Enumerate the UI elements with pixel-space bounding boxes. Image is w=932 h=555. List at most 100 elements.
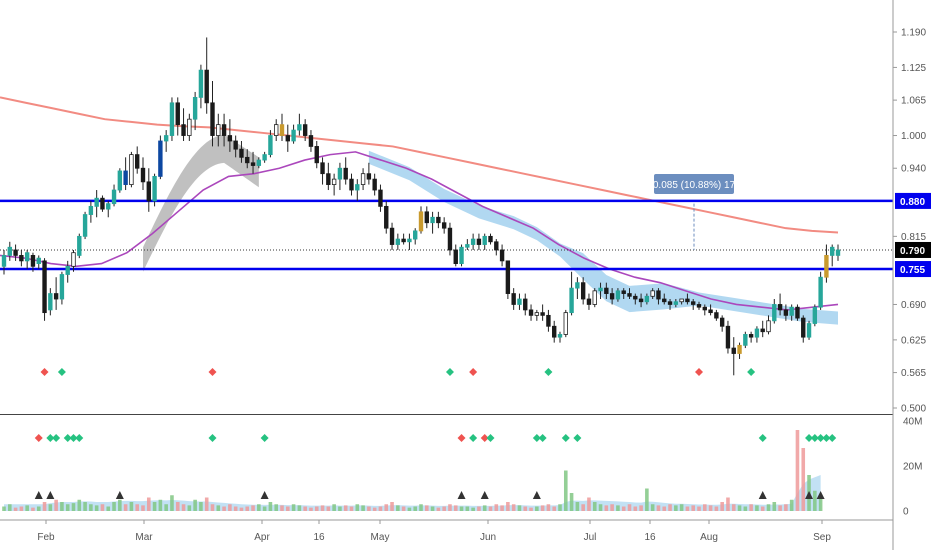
volume-bar: [529, 507, 533, 511]
volume-bar: [349, 506, 354, 511]
candle-body: [835, 249, 841, 256]
volume-signal-green: [69, 434, 78, 442]
candle-body: [320, 162, 325, 175]
candle-body: [111, 189, 117, 205]
volume-bar: [650, 504, 655, 511]
volume-bar: [36, 506, 41, 511]
volume-bar: [616, 505, 620, 511]
volume-bar: [361, 505, 365, 511]
level-price-label: 0.755: [900, 265, 925, 276]
volume-bar: [488, 506, 493, 511]
volume-signal-red: [457, 434, 466, 442]
candle-body: [297, 124, 302, 131]
volume-bar: [645, 488, 649, 511]
volume-bar: [13, 507, 18, 511]
candle-body: [279, 124, 285, 136]
volume-bar: [789, 499, 794, 511]
volume-bar: [245, 506, 250, 511]
candle-body: [384, 205, 389, 229]
volume-triangle-marker: [758, 491, 767, 499]
candle-body: [349, 178, 354, 191]
volume-signal-green: [486, 434, 495, 442]
candle-body: [337, 167, 343, 180]
candle-body: [59, 274, 65, 300]
level-price-label: 0.880: [900, 197, 925, 208]
volume-signal-green: [538, 434, 547, 442]
candle-body: [181, 124, 186, 136]
measure-label: 0.085 (10.88%) 17: [653, 180, 736, 191]
candle-body: [656, 290, 661, 300]
candle-body: [204, 69, 209, 104]
time-tick-label: Sep: [813, 532, 831, 543]
volume-bar: [164, 504, 168, 511]
price-tick-label: 0.565: [901, 368, 926, 379]
candle-body: [748, 334, 754, 338]
candle-body: [314, 146, 319, 164]
candle-body: [100, 197, 105, 210]
volume-bar: [592, 502, 597, 511]
candle-body: [221, 124, 227, 136]
volume-bar: [343, 505, 348, 511]
volume-triangle-marker: [816, 491, 825, 499]
volume-bar: [471, 507, 475, 511]
volume-bar: [801, 448, 806, 511]
candle-body: [777, 304, 783, 311]
candle-body: [285, 135, 290, 142]
candle-body: [94, 197, 99, 207]
candle-body: [604, 287, 609, 294]
volume-bar: [523, 506, 528, 511]
volume-signal-green: [573, 434, 582, 442]
candle-body: [638, 298, 644, 303]
volume-bar: [506, 502, 510, 511]
candle-body: [667, 301, 673, 305]
candle-body: [534, 312, 540, 316]
candle-body: [679, 298, 684, 303]
volume-bar: [65, 504, 70, 511]
volume-bar: [372, 507, 377, 511]
candle-body: [418, 211, 424, 232]
volume-bar: [367, 506, 371, 511]
candle-body: [505, 260, 511, 294]
candle-body: [13, 249, 18, 256]
time-tick-label: Apr: [254, 532, 270, 543]
volume-bar: [25, 505, 29, 511]
volume-bar: [697, 506, 701, 511]
volume-signal-green: [52, 434, 61, 442]
volume-bar: [158, 499, 163, 511]
volume-bar: [401, 506, 406, 511]
candle-body: [355, 184, 360, 191]
volume-bar: [778, 505, 782, 511]
volume-bar: [535, 506, 539, 511]
candle-body: [24, 252, 30, 262]
candle-body: [163, 135, 169, 142]
volume-bar: [575, 502, 580, 511]
candle-body: [250, 162, 256, 166]
price-signal-green: [544, 368, 553, 376]
measure-label-box: [654, 174, 734, 194]
ma-mid-line: [0, 151, 839, 311]
volume-bar: [31, 507, 35, 511]
volume-bar: [448, 504, 452, 511]
volume-bar: [106, 506, 111, 511]
volume-signal-green: [63, 434, 72, 442]
candle-body: [256, 159, 262, 166]
volume-bar: [274, 504, 279, 511]
volume-bar: [291, 504, 296, 511]
volume-bar: [598, 504, 603, 511]
candle-body: [274, 124, 279, 136]
volume-bar: [239, 507, 244, 511]
volume-bar: [813, 490, 817, 511]
candle-body: [760, 328, 765, 333]
volume-bar: [332, 504, 336, 511]
measure-tool[interactable]: 0.085 (10.88%) 17: [653, 174, 736, 250]
candle-body: [633, 295, 638, 300]
candle-body: [262, 154, 267, 161]
volume-bar: [309, 507, 313, 511]
volume-signal-green: [260, 434, 269, 442]
volume-bar: [60, 502, 64, 511]
volume-signal-green: [758, 434, 767, 442]
volume-bar: [726, 497, 730, 511]
